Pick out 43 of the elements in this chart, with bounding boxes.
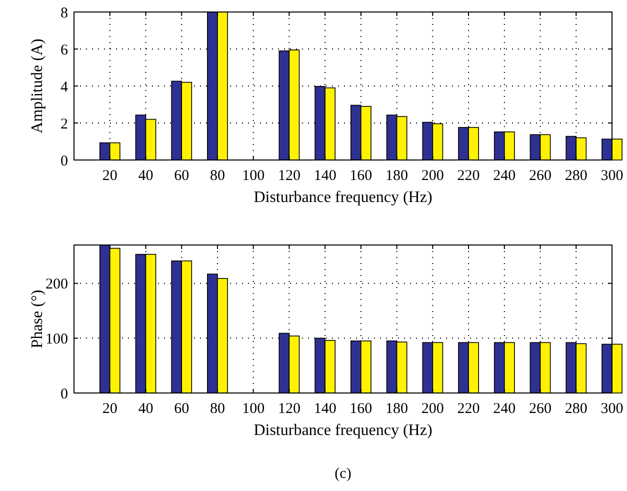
x-tick-label: 300	[600, 401, 624, 417]
x-tick-label: 120	[278, 401, 300, 417]
y-axis-title: Amplitude (A)	[29, 38, 46, 134]
x-tick-label: 100	[242, 168, 265, 184]
x-tick-label: 60	[174, 168, 190, 184]
x-tick-label: 40	[138, 168, 154, 184]
text: (c)	[334, 466, 352, 482]
x-tick-label: 20	[102, 168, 118, 184]
x-tick-label: 140	[314, 401, 336, 417]
x-tick-label: 200	[421, 401, 444, 417]
x-tick-label: 240	[493, 401, 516, 417]
y-tick-label: 8	[60, 5, 68, 22]
x-tick-label: 160	[350, 168, 372, 184]
y-tick-label: 2	[60, 116, 68, 132]
y-tick-label: 0	[60, 153, 68, 170]
x-tick-label: 80	[210, 401, 225, 417]
x-tick-label: 60	[174, 401, 190, 417]
x-tick-label: 280	[564, 168, 588, 184]
x-axis-title: Disturbance frequency (Hz)	[254, 422, 432, 439]
y-tick-label: 6	[60, 42, 68, 58]
x-tick-label: 180	[386, 401, 408, 417]
x-tick-label: 20	[102, 401, 118, 417]
x-tick-label: 160	[350, 401, 372, 417]
x-tick-label: 200	[421, 168, 444, 184]
x-tick-label: 280	[564, 401, 588, 417]
y-tick-label: 4	[60, 79, 68, 96]
y-tick-label: 200	[46, 276, 68, 293]
x-tick-label: 120	[278, 168, 300, 184]
x-axis-title: Disturbance frequency (Hz)	[254, 189, 432, 206]
x-tick-label: 140	[314, 168, 336, 184]
x-tick-label: 180	[386, 168, 408, 184]
x-tick-label: 260	[529, 401, 552, 417]
x-tick-label: 220	[457, 401, 480, 417]
y-tick-label: 0	[60, 386, 68, 402]
x-tick-label: 80	[210, 168, 225, 184]
x-tick-label: 100	[242, 401, 265, 417]
x-tick-label: 40	[138, 401, 154, 417]
x-tick-label: 300	[600, 168, 624, 184]
x-tick-label: 260	[529, 168, 552, 184]
x-tick-label: 240	[493, 168, 516, 184]
y-tick-label: 100	[46, 331, 68, 348]
x-tick-label: 220	[457, 168, 480, 184]
y-axis-title: Phase (°)	[29, 290, 46, 348]
